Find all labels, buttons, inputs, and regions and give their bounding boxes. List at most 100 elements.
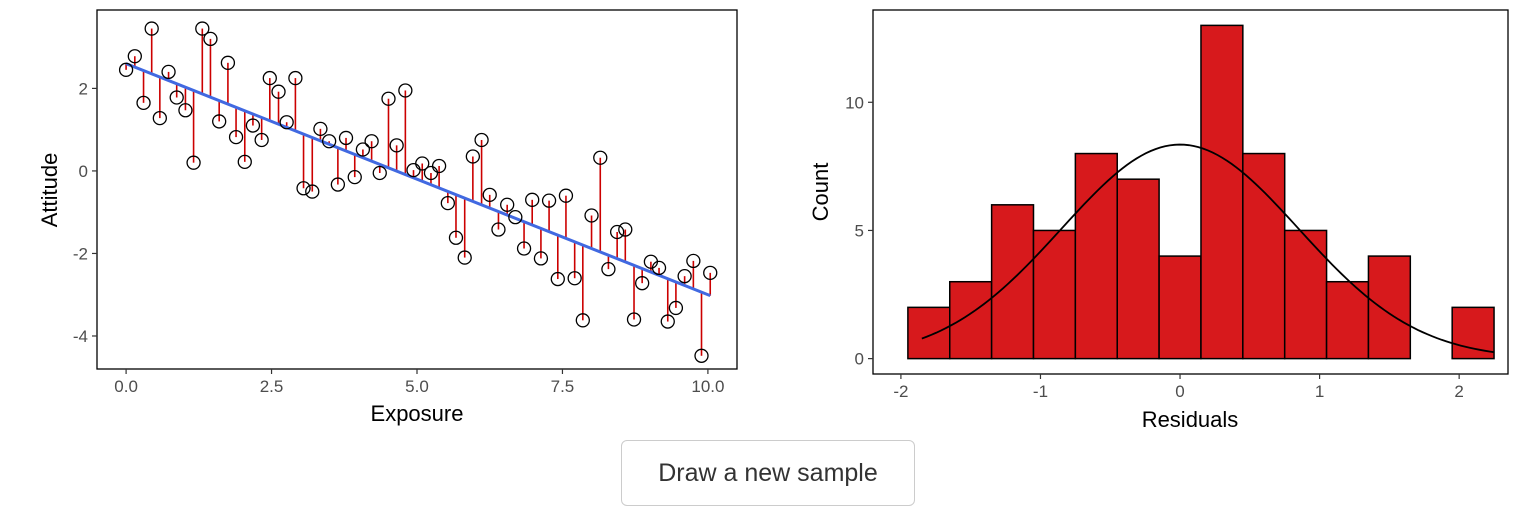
histogram-y-axis-ticks: 0 5 10 <box>845 93 873 369</box>
scatter-point <box>593 150 608 165</box>
scatter-point <box>372 165 387 181</box>
histogram-bar <box>1367 255 1412 360</box>
y-tick-label: 10 <box>845 93 864 112</box>
y-tick-label: 2 <box>79 79 88 98</box>
scatter-point <box>347 169 362 185</box>
histogram-bar <box>1451 306 1495 360</box>
x-tick-label: 2 <box>1454 382 1463 401</box>
scatter-y-axis-title: Attitude <box>37 153 62 228</box>
scatter-point <box>415 156 430 171</box>
x-tick-label: 5.0 <box>405 377 429 396</box>
scatter-point <box>500 197 515 212</box>
scatter-point <box>431 158 447 174</box>
scatter-x-axis-ticks: 0.0 2.5 5.0 7.5 10.0 <box>114 369 724 396</box>
scatter-point <box>423 165 439 181</box>
scatter-point <box>516 241 532 256</box>
histogram-bar <box>1158 255 1202 360</box>
scatter-point <box>457 250 472 265</box>
scatter-point <box>508 209 523 225</box>
scatter-point <box>694 348 709 363</box>
scatter-point <box>254 132 269 148</box>
scatter-point <box>491 222 506 237</box>
scatter-point <box>321 134 337 149</box>
scatter-point <box>169 90 184 105</box>
x-tick-label: 2.5 <box>260 377 284 396</box>
histogram-bar <box>1200 24 1244 360</box>
y-tick-label: -4 <box>73 327 88 346</box>
scatter-point <box>541 193 557 208</box>
scatter-point <box>448 230 464 245</box>
x-tick-label: 10.0 <box>691 377 724 396</box>
histogram-x-axis-ticks: -2 -1 0 1 2 <box>893 374 1464 401</box>
scatter-point <box>609 224 625 240</box>
scatter-point <box>482 187 497 203</box>
scatter-point <box>212 114 227 129</box>
histogram-bar <box>1283 229 1328 360</box>
scatter-point <box>178 103 193 118</box>
scatter-point <box>313 121 328 136</box>
scatter-fit-line <box>125 62 711 298</box>
scatter-point <box>660 314 675 329</box>
histogram-y-axis-title: Count <box>808 163 833 222</box>
scatter-point <box>355 142 371 157</box>
scatter-point <box>381 91 396 106</box>
scatter-point <box>161 64 176 80</box>
histogram-bar <box>990 204 1035 360</box>
scatter-point <box>136 95 151 110</box>
y-tick-label: 0 <box>79 162 88 181</box>
scatter-point <box>703 265 718 281</box>
scatter-point <box>245 118 261 133</box>
scatter-point <box>195 21 210 36</box>
y-tick-label: 0 <box>855 350 864 369</box>
scatter-point <box>127 49 142 64</box>
scatter-y-axis-ticks: -4 -2 0 2 <box>73 79 97 346</box>
scatter-point <box>152 110 167 126</box>
scatter-point <box>262 70 277 86</box>
histogram-bar <box>1116 178 1160 360</box>
scatter-point <box>203 31 218 47</box>
scatter-point <box>305 184 320 199</box>
scatter-point <box>237 154 252 170</box>
charts-canvas: 0.0 2.5 5.0 7.5 10.0 -4 -2 0 2 Exposure Attitud… <box>37 9 1509 432</box>
scatter-point <box>618 222 633 237</box>
scatter-points <box>118 21 718 363</box>
y-tick-label: 5 <box>855 221 864 240</box>
x-tick-label: -1 <box>1033 382 1048 401</box>
x-tick-label: 1 <box>1315 382 1324 401</box>
scatter-point <box>601 261 616 277</box>
histogram-bars <box>907 24 1495 360</box>
histogram-bar <box>949 280 993 360</box>
histogram-bar <box>1074 152 1118 360</box>
scatter-point <box>686 253 701 269</box>
y-tick-label: -2 <box>73 244 88 263</box>
draw-new-sample-button[interactable]: Draw a new sample <box>621 440 915 506</box>
scatter-point <box>186 155 201 170</box>
scatter-point <box>558 188 574 203</box>
scatter-residual-segments <box>125 28 712 356</box>
histogram-chart: -2 -1 0 1 2 0 5 10 Residuals Count <box>808 9 1509 432</box>
scatter-point <box>584 208 599 223</box>
scatter-point <box>389 138 404 153</box>
scatter-plot-panel <box>96 9 738 370</box>
scatter-chart: 0.0 2.5 5.0 7.5 10.0 -4 -2 0 2 Exposure Attitud… <box>37 9 738 426</box>
scatter-point <box>338 130 354 146</box>
scatter-point <box>677 269 692 284</box>
scatter-point <box>118 62 134 77</box>
scatter-point <box>271 84 286 99</box>
x-tick-label: 7.5 <box>551 377 575 396</box>
x-tick-label: 0.0 <box>114 377 138 396</box>
scatter-point <box>550 271 565 287</box>
scatter-point <box>296 181 311 196</box>
scatter-point <box>668 300 684 316</box>
scatter-point <box>364 134 379 149</box>
scatter-point <box>567 271 582 286</box>
scatter-point <box>474 132 489 148</box>
scatter-point <box>330 177 346 192</box>
scatter-x-axis-title: Exposure <box>371 401 464 426</box>
scatter-point <box>465 149 481 164</box>
scatter-point <box>144 21 159 36</box>
x-tick-label: 0 <box>1175 382 1184 401</box>
scatter-point <box>440 195 455 211</box>
x-tick-label: -2 <box>893 382 908 401</box>
scatter-point <box>279 115 294 130</box>
